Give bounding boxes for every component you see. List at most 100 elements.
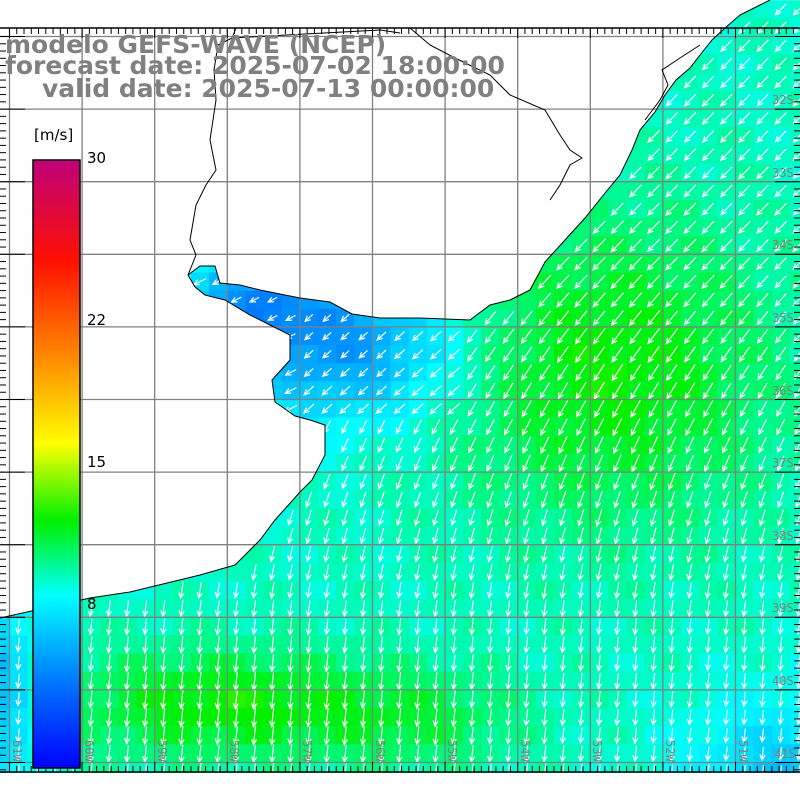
wind-arrow: [287, 689, 294, 710]
wind-arrow: [429, 402, 443, 415]
wind-arrow: [774, 3, 787, 16]
wind-speed-cell: [318, 435, 337, 455]
wind-arrow: [577, 618, 585, 636]
wind-arrow: [664, 256, 679, 271]
wind-speed-cell: [82, 381, 101, 401]
wind-speed-cell: [245, 526, 265, 546]
wind-speed-cell: [100, 544, 120, 564]
wind-arrow: [305, 527, 312, 545]
wind-arrow: [323, 473, 331, 490]
wind-speed-cell: [281, 127, 301, 147]
wind-arrow: [487, 654, 494, 673]
wind-arrow: [196, 636, 203, 655]
wind-arrow: [595, 454, 604, 473]
wind-arrow: [411, 385, 424, 397]
wind-arrow: [686, 509, 694, 528]
wind-arrow: [741, 728, 748, 744]
wind-arrow: [523, 672, 530, 691]
wind-arrow: [504, 563, 512, 582]
longitude-label: 60W: [82, 740, 97, 762]
wind-arrow: [668, 673, 675, 690]
wind-arrow: [628, 184, 642, 198]
wind-arrow: [523, 690, 530, 709]
wind-speed-cell: [9, 381, 29, 401]
wind-arrow: [719, 148, 733, 162]
wind-speed-cell: [336, 0, 355, 19]
wind-arrow: [287, 726, 294, 746]
wind-arrow: [339, 367, 351, 378]
wind-speed-cell: [590, 127, 610, 147]
wind-arrow: [411, 367, 424, 378]
wind-arrow: [142, 600, 149, 618]
wind-speed-cell: [0, 526, 11, 546]
wind-speed-cell: [408, 199, 428, 219]
wind-arrow: [468, 618, 476, 636]
wind-arrow: [124, 744, 131, 764]
wind-arrow: [738, 346, 751, 363]
wind-speed-cell: [318, 236, 337, 255]
wind-arrow: [450, 437, 459, 454]
wind-arrow: [614, 727, 621, 745]
wind-arrow: [447, 402, 461, 415]
wind-arrow: [232, 707, 240, 728]
wind-arrow: [701, 310, 715, 326]
wind-speed-cell: [789, 345, 800, 364]
wind-speed-cell: [572, 218, 591, 237]
wind-arrow: [178, 726, 185, 746]
wind-arrow: [683, 93, 697, 107]
wind-arrow: [595, 600, 603, 618]
wind-arrow: [413, 473, 422, 490]
wind-arrow: [650, 600, 657, 618]
wind-arrow: [520, 310, 533, 326]
wind-speed-cell: [191, 526, 210, 546]
wind-arrow: [341, 563, 348, 582]
wind-speed-cell: [82, 526, 101, 546]
wind-speed-cell: [118, 526, 138, 546]
coastline-path: [0, 0, 771, 619]
wind-arrow: [305, 653, 312, 673]
wind-arrow: [429, 349, 442, 360]
wind-speed-cell: [445, 163, 464, 183]
wind-arrow: [577, 545, 584, 563]
wind-speed-cell: [9, 363, 29, 382]
wind-arrow: [378, 707, 385, 728]
wind-speed-cell: [318, 145, 337, 165]
wind-speed-cell: [535, 218, 555, 237]
wind-speed-cell: [572, 109, 591, 128]
wind-arrow: [614, 745, 621, 763]
wind-arrow: [305, 509, 312, 527]
wind-arrow: [541, 563, 548, 582]
wind-speed-cell: [263, 272, 283, 292]
wind-speed-cell: [172, 272, 192, 292]
wind-speed-cell: [0, 562, 11, 582]
wind-speed-cell: [209, 490, 228, 509]
wind-arrow: [777, 636, 784, 654]
wind-arrow: [613, 545, 621, 564]
wind-speed-cell: [626, 109, 646, 128]
wind-arrow: [719, 220, 733, 235]
wind-speed-cell: [281, 236, 301, 255]
wind-speed-cell: [191, 127, 210, 147]
wind-speed-cell: [0, 544, 11, 564]
wind-speed-cell: [118, 163, 138, 183]
wind-arrow: [594, 436, 604, 455]
wind-arrow: [522, 509, 530, 527]
wind-speed-cell: [172, 308, 192, 328]
wind-speed-cell: [572, 145, 591, 165]
wind-speed-cell: [9, 181, 29, 201]
wind-arrow: [723, 746, 730, 762]
wind-speed-cell: [209, 508, 228, 528]
wind-speed-cell: [390, 218, 410, 237]
wind-speed-cell: [9, 90, 29, 110]
wind-speed-cell: [0, 345, 11, 364]
wind-arrow: [686, 636, 694, 654]
wind-arrow: [559, 563, 566, 582]
wind-arrow: [358, 349, 368, 359]
wind-arrow: [759, 654, 766, 672]
wind-arrow: [630, 418, 641, 437]
wind-arrow: [523, 745, 530, 763]
wind-speed-cell: [227, 181, 247, 201]
wind-arrow: [758, 419, 768, 436]
wind-arrow: [632, 745, 639, 763]
wind-speed-cell: [118, 345, 138, 364]
